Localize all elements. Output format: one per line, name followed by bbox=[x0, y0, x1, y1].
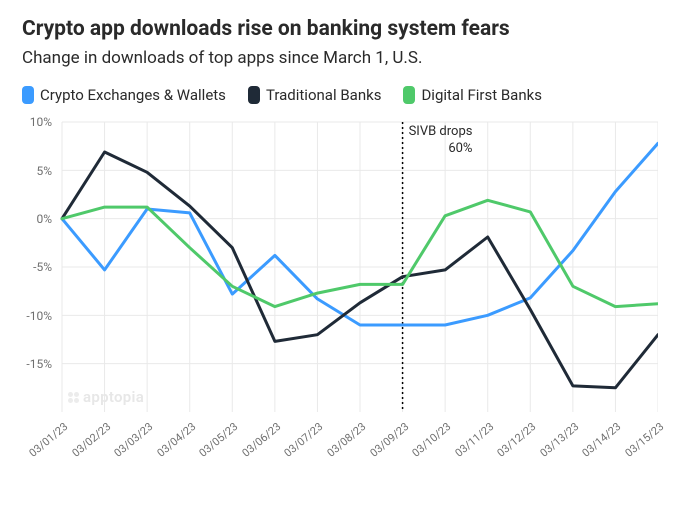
y-axis-tick-label: 0% bbox=[12, 212, 52, 226]
legend-label: Crypto Exchanges & Wallets bbox=[40, 86, 226, 104]
y-axis-tick-label: 5% bbox=[12, 164, 52, 178]
legend-item: Crypto Exchanges & Wallets bbox=[22, 86, 226, 104]
legend-swatch bbox=[403, 86, 415, 104]
chart-plot-area: apptopia -15%-10%-5%0%5%10%03/01/2303/02… bbox=[22, 112, 658, 472]
watermark-text: apptopia bbox=[83, 388, 144, 406]
chart-legend: Crypto Exchanges & Wallets Traditional Ba… bbox=[22, 86, 658, 104]
legend-item: Digital First Banks bbox=[403, 86, 542, 104]
watermark: apptopia bbox=[68, 388, 144, 406]
chart-subtitle: Change in downloads of top apps since Ma… bbox=[22, 48, 658, 68]
chart-title: Crypto app downloads rise on banking sys… bbox=[22, 16, 658, 42]
y-axis-tick-label: -15% bbox=[12, 357, 52, 371]
chart-svg bbox=[22, 112, 658, 472]
y-axis-tick-label: 10% bbox=[12, 115, 52, 129]
y-axis-tick-label: -5% bbox=[12, 260, 52, 274]
y-axis-tick-label: -10% bbox=[12, 309, 52, 323]
legend-item: Traditional Banks bbox=[248, 86, 382, 104]
legend-swatch bbox=[22, 86, 34, 104]
legend-label: Traditional Banks bbox=[266, 86, 382, 104]
chart-annotation: SIVB drops60% bbox=[409, 124, 473, 157]
legend-label: Digital First Banks bbox=[421, 86, 542, 104]
legend-swatch bbox=[248, 86, 260, 104]
